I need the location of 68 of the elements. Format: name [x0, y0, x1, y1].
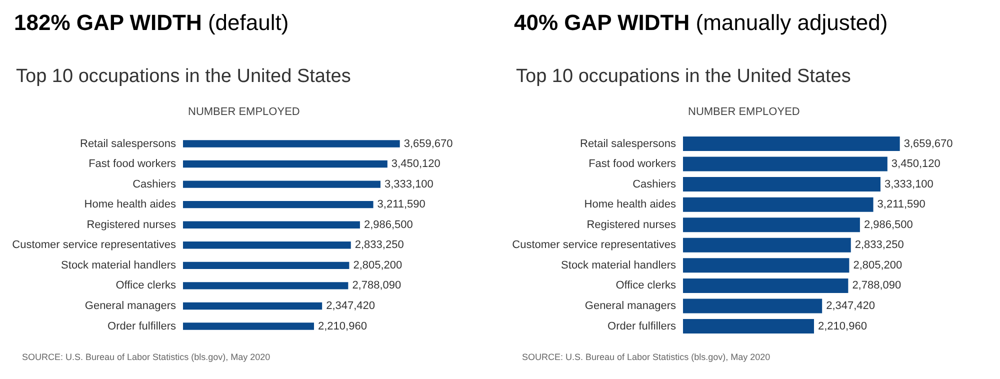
data-label: 3,211,590 [377, 198, 426, 211]
bar [183, 242, 351, 249]
chart-title: 40% GAP WIDTH (manually adjusted) [514, 10, 888, 35]
chart-subtitle: Top 10 occupations in the United States [516, 66, 851, 88]
data-label: 2,210,960 [818, 320, 867, 332]
data-label: 3,659,670 [404, 138, 453, 150]
y-tick-label: General managers [84, 300, 176, 312]
bar [683, 238, 851, 252]
data-label: 2,210,960 [318, 320, 367, 332]
y-tick-label: Customer service representatives [12, 239, 176, 252]
data-label: 2,805,200 [853, 259, 902, 272]
bar [683, 177, 880, 192]
bar [183, 262, 350, 270]
bar [183, 180, 380, 188]
bar [683, 278, 848, 293]
bar [183, 322, 314, 330]
data-label: 3,333,100 [884, 178, 934, 190]
chart-subtitle: Top 10 occupations in the United States [16, 66, 351, 88]
data-label: 2,347,420 [326, 300, 376, 312]
data-label: 3,450,120 [891, 158, 940, 170]
data-label: 2,986,500 [364, 218, 413, 231]
data-label: 2,833,250 [854, 239, 904, 252]
y-tick-label: Stock material handlers [561, 259, 676, 272]
bar [183, 302, 322, 310]
bar [683, 156, 888, 172]
bar [683, 197, 874, 212]
y-tick-label: Office clerks [616, 280, 676, 292]
y-tick-label: Office clerks [116, 280, 176, 292]
chart-title: 182% GAP WIDTH (default) [14, 10, 289, 35]
y-tick-label: Registered nurses [586, 218, 676, 231]
y-tick-label: Home health aides [584, 198, 676, 211]
y-tick-label: Home health aides [84, 198, 176, 211]
source-note: SOURCE: U.S. Bureau of Labor Statistics (bls.gov), May 2020 [522, 352, 770, 362]
x-axis-title: NUMBER EMPLOYED [688, 106, 800, 118]
data-label: 2,986,500 [864, 218, 913, 231]
y-tick-label: Fast food workers [88, 158, 176, 170]
data-label: 2,788,090 [352, 280, 402, 292]
bar [183, 221, 360, 228]
y-tick-label: Fast food workers [588, 158, 676, 170]
y-tick-label: Cashiers [132, 178, 176, 190]
data-label: 2,788,090 [852, 280, 902, 292]
bar [683, 258, 850, 273]
y-tick-label: General managers [584, 300, 676, 312]
data-label: 3,659,670 [904, 138, 953, 150]
data-label: 3,211,590 [877, 198, 926, 211]
data-label: 3,450,120 [391, 158, 440, 170]
bar [683, 218, 860, 232]
source-note: SOURCE: U.S. Bureau of Labor Statistics (bls.gov), May 2020 [22, 352, 270, 362]
y-tick-label: Order fulfillers [608, 320, 676, 332]
bar [183, 160, 388, 168]
x-axis-title: NUMBER EMPLOYED [188, 106, 300, 118]
y-tick-label: Retail salespersons [80, 138, 176, 150]
bar [183, 140, 400, 148]
data-label: 3,333,100 [384, 178, 434, 190]
y-tick-label: Customer service representatives [512, 239, 676, 252]
bar [183, 282, 348, 290]
y-tick-label: Order fulfillers [108, 320, 176, 332]
y-tick-label: Retail salespersons [580, 138, 676, 150]
data-label: 2,347,420 [826, 300, 876, 312]
y-tick-label: Registered nurses [86, 218, 176, 231]
y-tick-label: Stock material handlers [61, 259, 176, 272]
y-tick-label: Cashiers [632, 178, 676, 190]
bar [683, 136, 900, 151]
bar [683, 319, 814, 334]
data-label: 2,805,200 [353, 259, 402, 272]
bar [683, 298, 822, 314]
bar [183, 200, 374, 208]
data-label: 2,833,250 [354, 239, 404, 252]
